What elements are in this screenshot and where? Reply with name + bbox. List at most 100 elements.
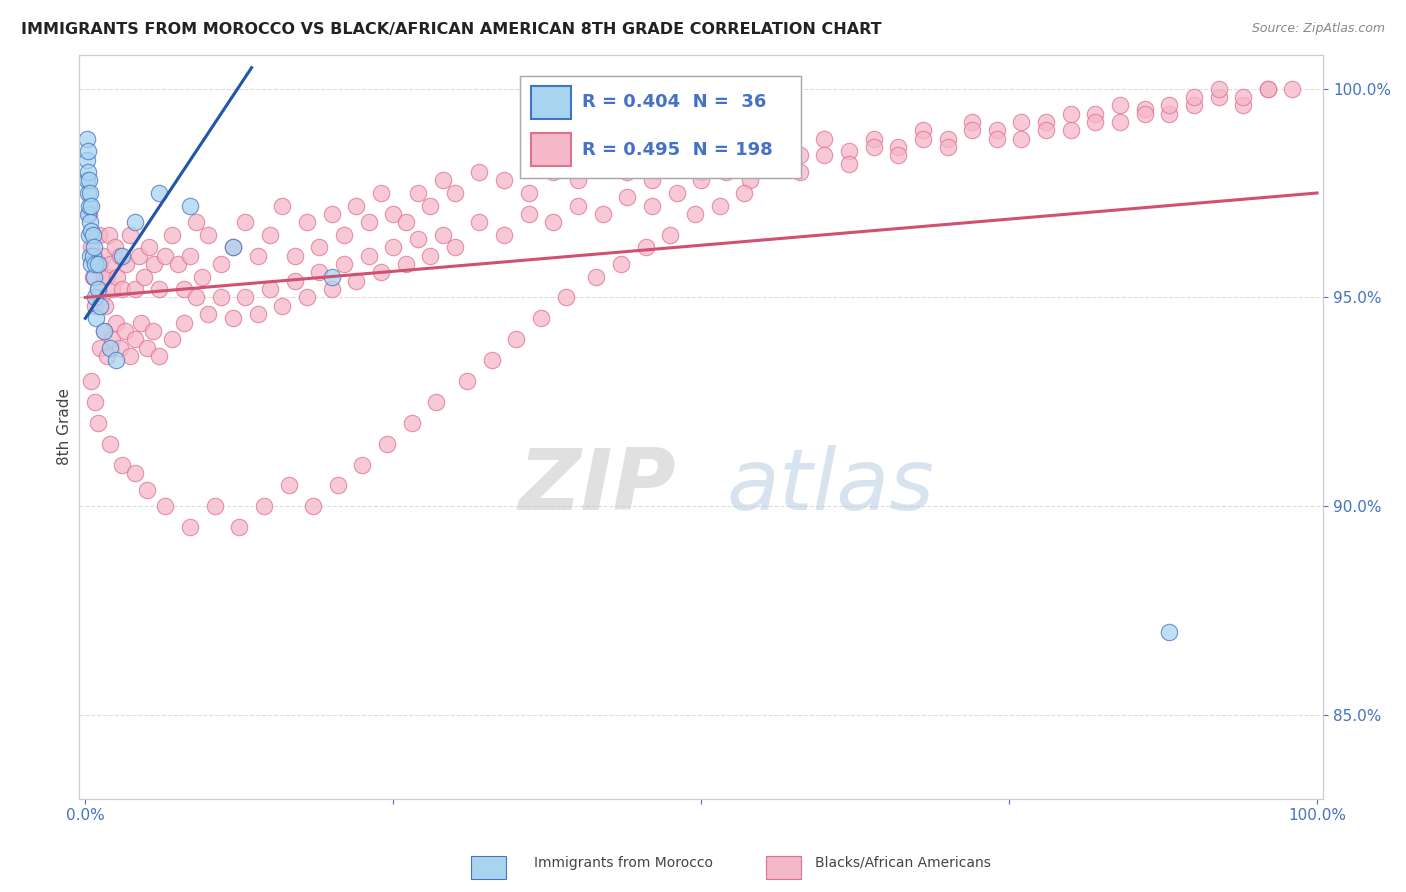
Point [80,240,103,254]
Point [1133,103,1156,117]
Point [1208,81,1230,95]
Point [76,153,98,167]
Point [375,436,398,450]
Point [382,240,405,254]
Point [887,140,910,154]
Point [228,520,250,534]
Point [763,157,786,171]
Point [567,173,589,187]
Point [517,207,540,221]
Point [138,240,160,254]
Point [1109,98,1132,112]
Point [641,173,664,187]
Point [960,123,983,137]
Point [986,123,1008,137]
Text: R = 0.495  N = 198: R = 0.495 N = 198 [582,141,773,159]
Point [77,227,100,242]
Point [179,520,201,534]
Point [222,311,245,326]
Point [76,173,98,187]
Point [277,478,299,492]
Point [382,207,405,221]
Point [82,249,104,263]
Point [1084,106,1107,120]
Point [592,157,614,171]
Point [89,257,111,271]
Point [179,198,201,212]
Point [160,332,183,346]
Point [77,173,100,187]
Point [90,290,112,304]
Point [111,249,134,263]
Point [115,257,138,271]
Point [690,165,713,179]
Point [124,215,146,229]
Point [284,274,307,288]
Point [142,324,165,338]
Point [326,478,349,492]
Point [87,227,110,242]
Point [986,131,1008,145]
Point [936,131,959,145]
Text: Blacks/African Americans: Blacks/African Americans [815,855,991,870]
Point [86,282,108,296]
Point [641,198,664,212]
Point [352,458,374,472]
Point [96,349,118,363]
Point [936,140,959,154]
Point [1232,98,1254,112]
Point [344,198,367,212]
Point [82,227,104,242]
Point [91,249,114,263]
Point [80,374,103,388]
Point [105,269,128,284]
Point [204,500,226,514]
Point [887,148,910,162]
Text: ZIP: ZIP [519,445,676,528]
Point [143,257,166,271]
Point [173,316,195,330]
Point [554,290,576,304]
Point [610,257,633,271]
Point [1208,90,1230,104]
Point [592,207,614,221]
Point [1060,123,1083,137]
Point [370,265,392,279]
Point [862,131,884,145]
Point [333,227,356,242]
Point [108,249,131,263]
Point [911,123,934,137]
Point [321,207,343,221]
Point [108,341,131,355]
Point [419,198,441,212]
Point [665,186,688,200]
Point [135,341,157,355]
Point [98,257,121,271]
Point [105,353,128,368]
Point [419,249,441,263]
Point [197,227,219,242]
Point [80,224,103,238]
Point [79,215,101,229]
Point [1182,98,1205,112]
Point [93,269,115,284]
Point [333,257,356,271]
Point [505,332,527,346]
Point [733,186,755,200]
Point [344,274,367,288]
Point [1257,81,1279,95]
Point [494,173,516,187]
Point [813,131,835,145]
Point [98,341,121,355]
Point [1159,98,1181,112]
Text: atlas: atlas [725,445,934,528]
Point [186,215,208,229]
Point [104,240,127,254]
Point [425,395,447,409]
Point [690,173,713,187]
Point [84,290,107,304]
Point [111,458,134,472]
Point [1281,81,1303,95]
Point [148,186,170,200]
Point [1011,115,1033,129]
